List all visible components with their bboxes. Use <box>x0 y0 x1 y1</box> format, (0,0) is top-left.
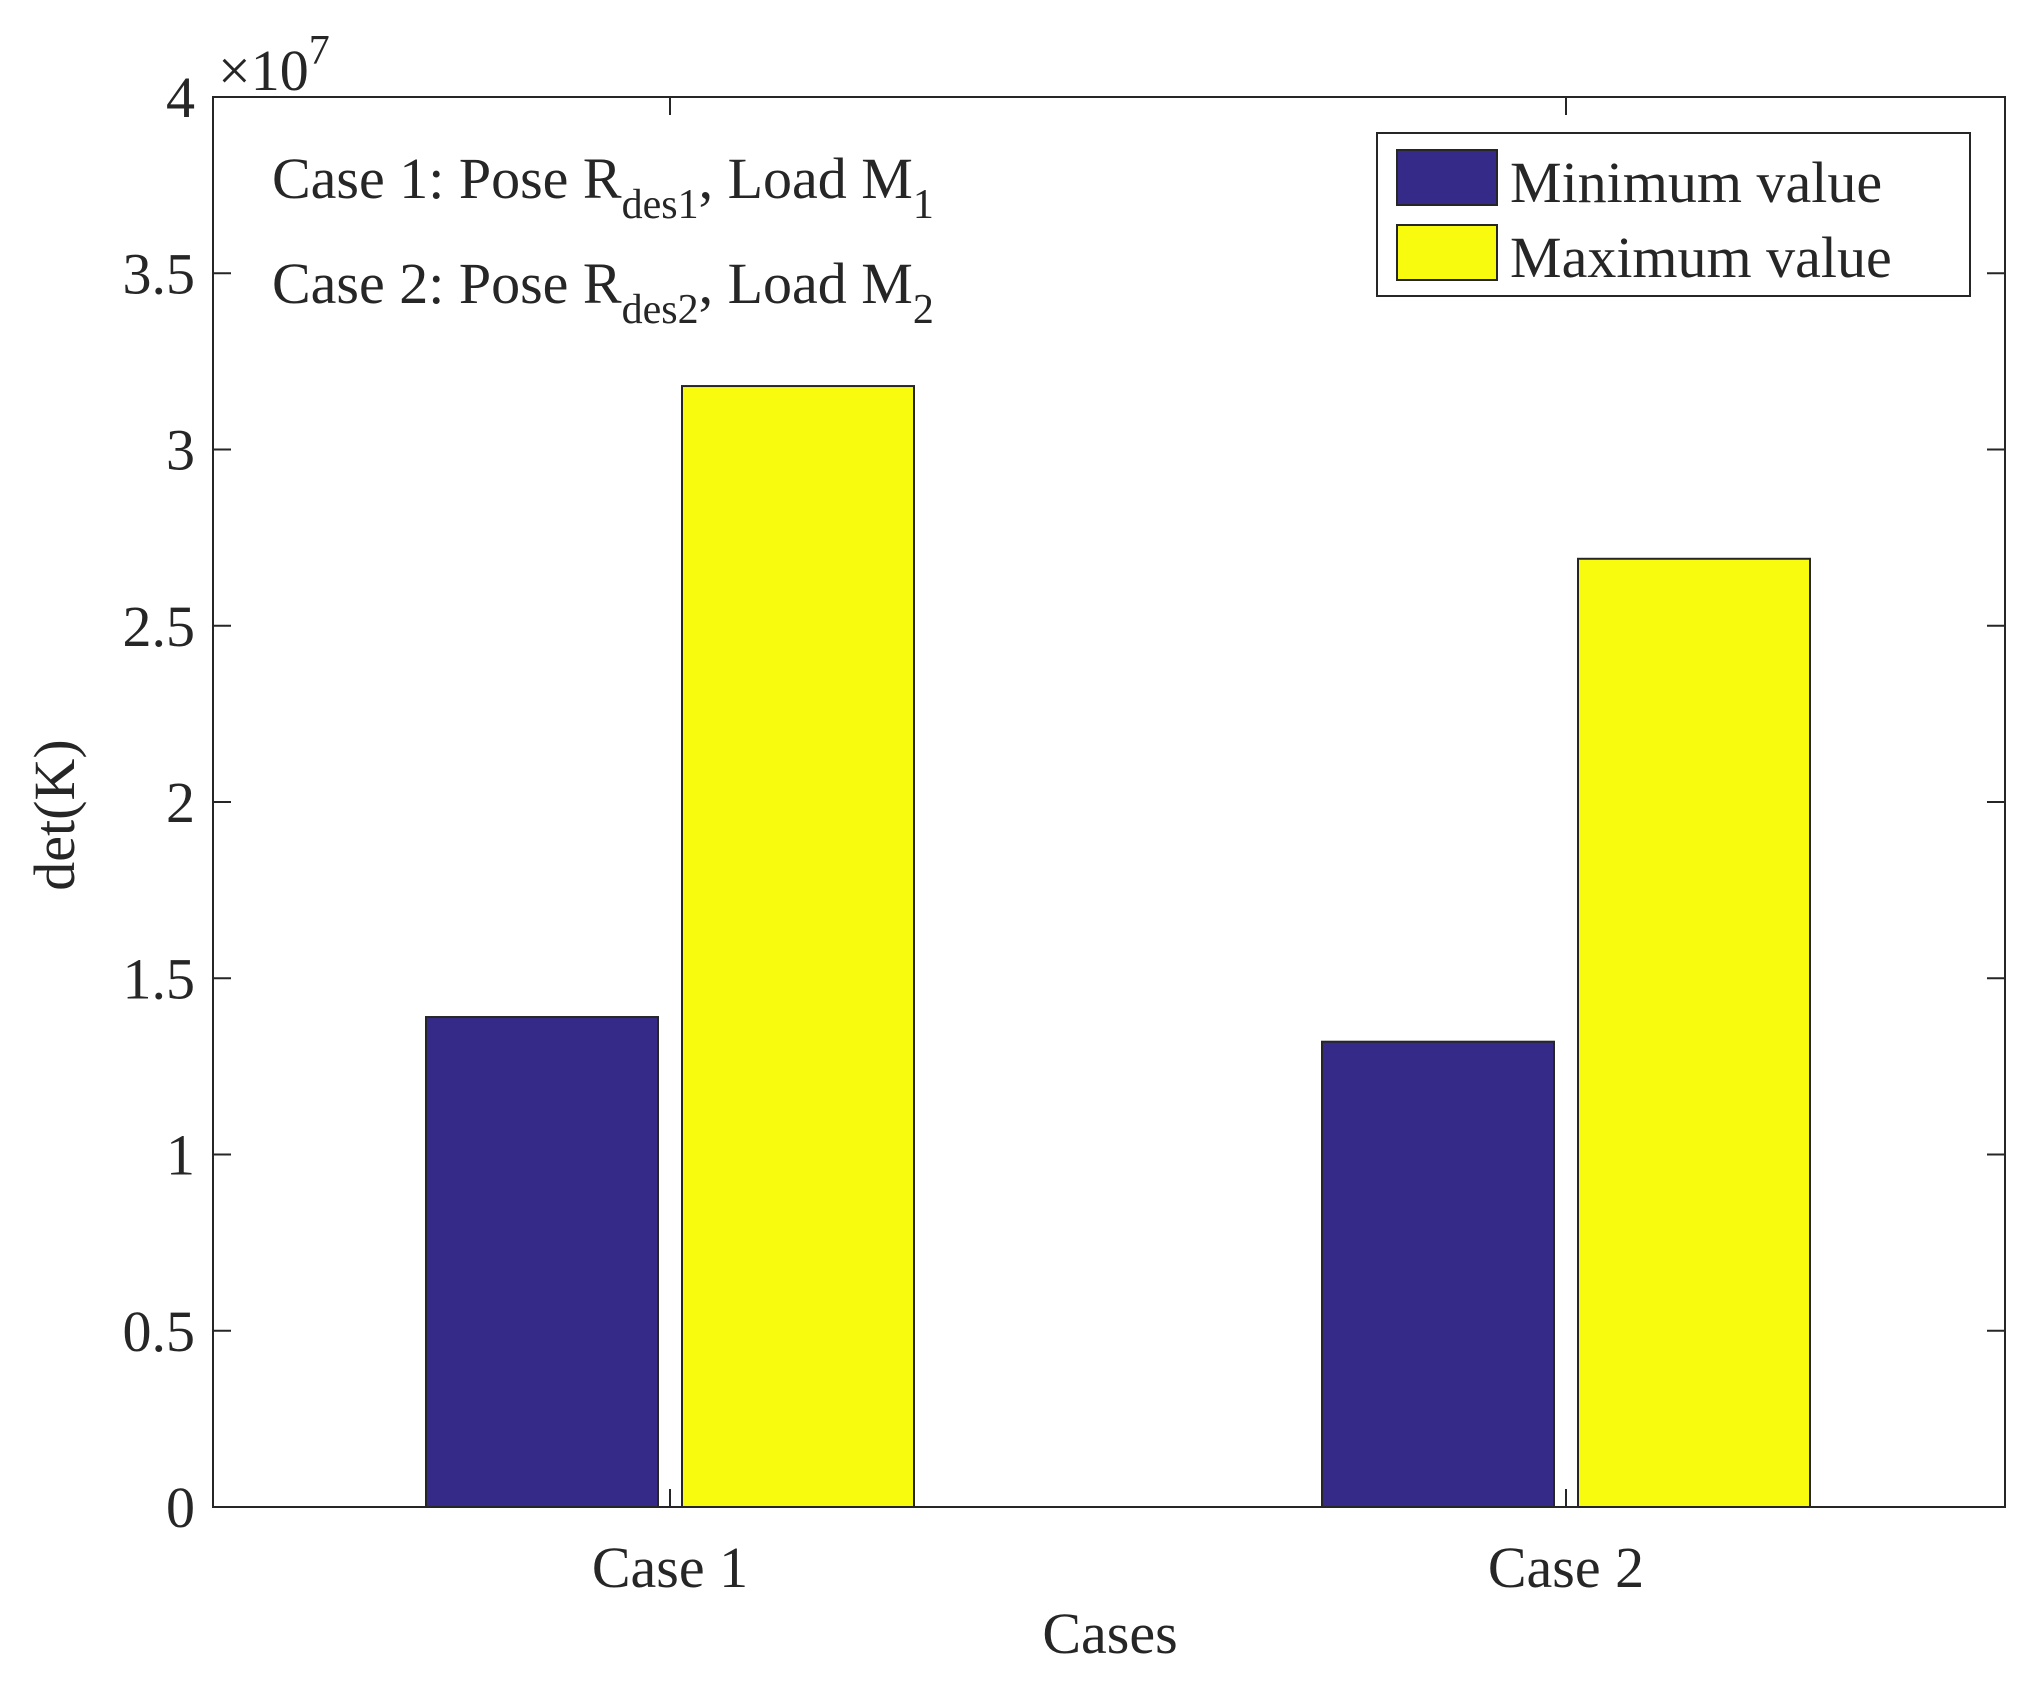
y-tick-label: 2 <box>166 770 195 835</box>
y-tick-label: 4 <box>166 65 195 130</box>
x-tick-label: Case 2 <box>1488 1535 1644 1600</box>
y-tick-label: 2.5 <box>123 594 196 659</box>
y-tick-label: 1 <box>166 1123 195 1188</box>
bar-maximum-value-case-1 <box>681 385 915 1508</box>
legend-swatch-maximum <box>1396 224 1498 281</box>
y-axis-label: det(K) <box>22 739 87 890</box>
bar-minimum-value-case-2 <box>1321 1040 1555 1508</box>
legend-swatch-minimum <box>1396 149 1498 206</box>
ticks-layer: 0 0.5 1 1.5 2 2.5 3 3.5 4 Case 1 Case 2 <box>123 65 2005 1600</box>
y-tick-label: 3.5 <box>123 241 196 306</box>
y-tick-label: 0 <box>166 1475 195 1540</box>
x-tick-label: Case 1 <box>592 1535 748 1600</box>
y-tick-label: 0.5 <box>123 1299 196 1364</box>
legend-label-maximum: Maximum value <box>1510 225 1892 290</box>
legend: Minimum value Maximum value <box>1376 132 1971 297</box>
y-tick-label: 1.5 <box>123 946 196 1011</box>
y-tick-label: 3 <box>166 418 195 483</box>
annotation-case-1: Case 1: Pose Rdes1, Load M1 <box>272 146 934 228</box>
bars-layer <box>425 385 1811 1509</box>
bar-minimum-value-case-1 <box>425 1016 659 1509</box>
bar-maximum-value-case-2 <box>1577 557 1811 1508</box>
x-axis-label: Cases <box>1042 1601 1177 1666</box>
y-exponent-label: ×107 <box>218 28 330 103</box>
annotation-case-2: Case 2: Pose Rdes2, Load M2 <box>272 251 934 333</box>
legend-label-minimum: Minimum value <box>1510 150 1882 215</box>
